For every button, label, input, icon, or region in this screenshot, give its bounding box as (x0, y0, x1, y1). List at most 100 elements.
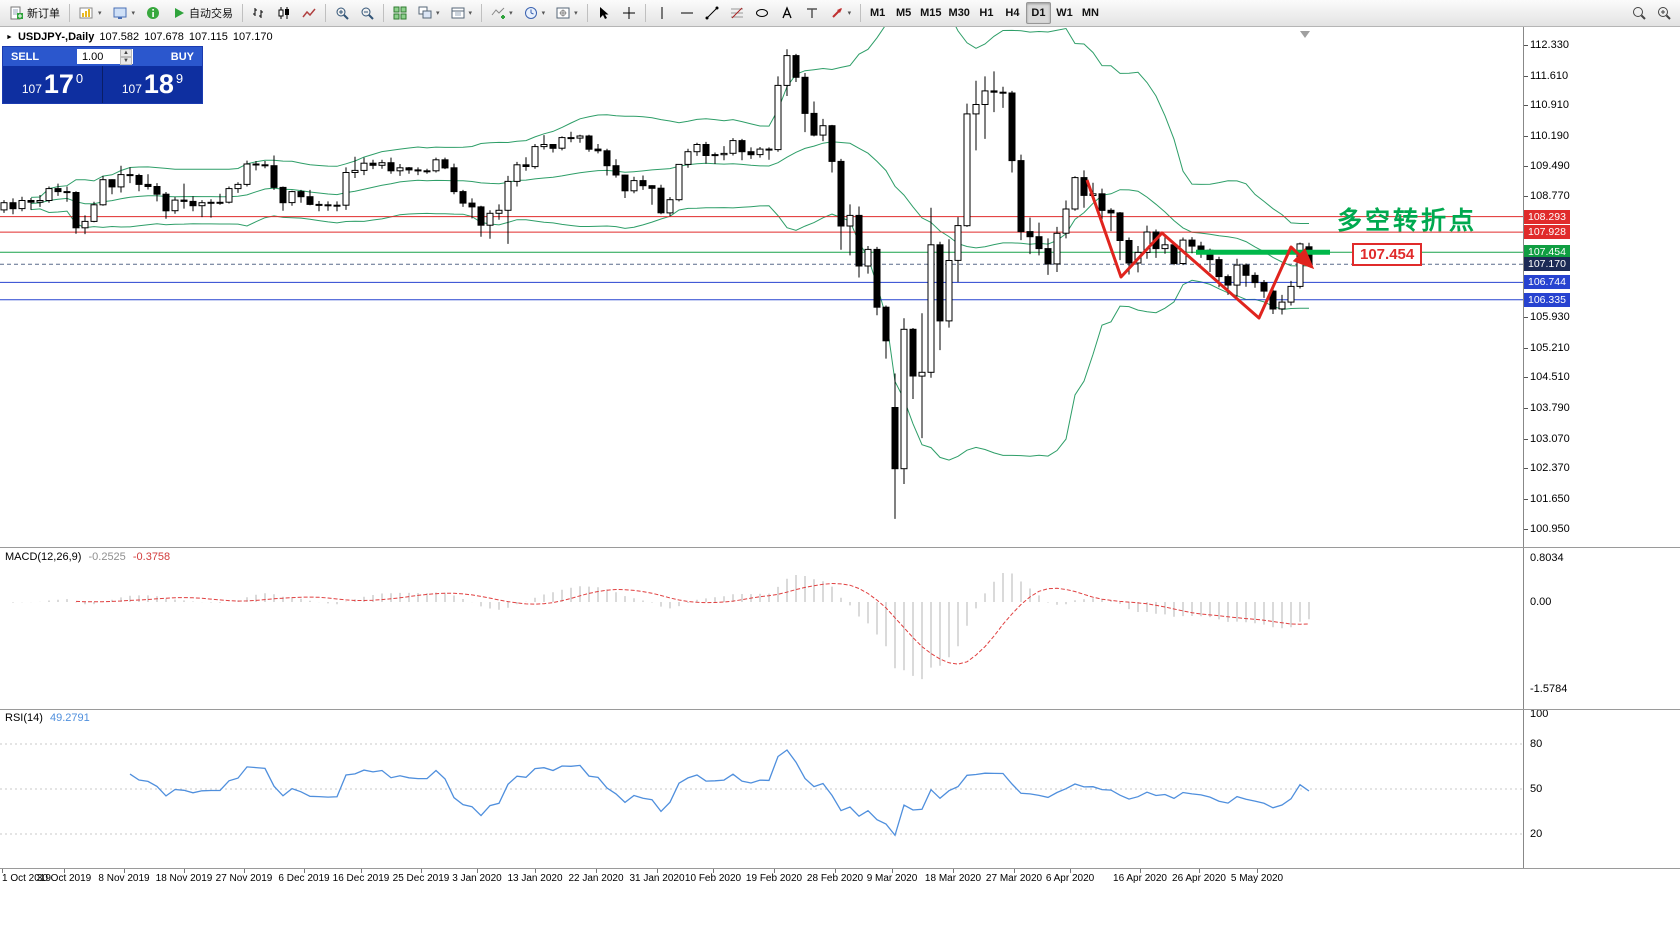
rsi-indicator-panel[interactable]: RSI(14) 49.2791 (0, 710, 1523, 868)
price-level-label-box[interactable]: 107.454 (1352, 243, 1423, 266)
sell-price-small: 107 (21, 82, 42, 96)
sell-label: SELL (11, 50, 40, 63)
volume-down-button[interactable]: ▼ (119, 56, 132, 65)
price-scale-label: 100.950 (1524, 523, 1570, 535)
periods-button[interactable]: ▾ (519, 2, 551, 24)
price-chart-canvas[interactable] (0, 27, 1523, 547)
timeframe-h1-button[interactable]: H1 (974, 2, 999, 24)
price-scale[interactable]: 112.330 111.610 110.910 110.190 109.490 108.7… (1523, 27, 1680, 869)
fibonacci-button[interactable] (725, 2, 749, 24)
timeframe-m30-button[interactable]: M30 (946, 2, 973, 24)
macd-scale-label: 0.00 (1530, 596, 1552, 608)
timeframe-d1-button[interactable]: D1 (1025, 2, 1051, 24)
timeframe-w1-button-label: W1 (1056, 7, 1073, 19)
time-axis-label: 9 Mar 2020 (866, 873, 918, 884)
cursor-icon (597, 6, 611, 20)
price-scale-label: 102.370 (1524, 462, 1570, 474)
macd-canvas[interactable] (0, 548, 1523, 709)
dropdown-arrow-icon: ▾ (541, 10, 546, 17)
vertical-line-button[interactable] (650, 2, 674, 24)
zoom-in-button[interactable] (330, 2, 354, 24)
candlestick-icon (277, 6, 291, 20)
volume-value: 1.00 (81, 50, 104, 63)
sell-button[interactable]: 107 17 0 (3, 66, 102, 103)
price-scale-label: 110.190 (1524, 130, 1569, 142)
time-axis-label: 27 Nov 2019 (215, 873, 273, 884)
zoom-out-button[interactable] (355, 2, 379, 24)
text-button[interactable] (775, 2, 799, 24)
sell-price-sup: 0 (75, 70, 84, 86)
time-axis-label: 18 Mar 2020 (924, 873, 982, 884)
crosshair-button[interactable] (617, 2, 641, 24)
volume-input[interactable]: 1.00 ▲ ▼ (76, 48, 133, 65)
timeframe-h1-button-label: H1 (979, 7, 994, 19)
rsi-scale-label: 50 (1530, 783, 1543, 795)
timeframe-m30-button-label: M30 (948, 7, 970, 19)
price-scale-label: 109.490 (1524, 160, 1570, 172)
trendline-icon (705, 6, 719, 20)
autotrading-button[interactable]: 自动交易 (167, 2, 238, 24)
dropdown-arrow-icon: ▾ (98, 10, 102, 17)
time-axis-label: 10 Feb 2020 (684, 873, 742, 884)
zoom-out-icon (360, 6, 374, 20)
chart-shift-button[interactable]: ▾ (446, 2, 478, 24)
price-scale-label: 101.650 (1524, 493, 1570, 505)
new-chart-button[interactable]: ▾ (74, 2, 107, 24)
add-indicator-button[interactable]: ▾ (486, 2, 518, 24)
tile-windows-button[interactable] (388, 2, 412, 24)
shapes-icon (755, 6, 769, 20)
arrows-button[interactable]: ▾ (825, 2, 857, 24)
timeframe-w1-button[interactable]: W1 (1052, 2, 1077, 24)
trade-panel-divider (102, 66, 103, 103)
bar-chart-button[interactable] (247, 2, 271, 24)
ohlc-open-value: 107.582 (99, 31, 140, 43)
time-axis[interactable]: 1 Oct 2019 30 Oct 2019 8 Nov 2019 18 Nov 20… (0, 869, 1680, 951)
shapes-button[interactable] (750, 2, 774, 24)
trendline-button[interactable] (700, 2, 724, 24)
time-axis-label: 13 Jan 2020 (507, 873, 563, 884)
horizontal-line-button[interactable] (675, 2, 699, 24)
magnifier-plus-icon (1657, 6, 1671, 20)
text-label-button[interactable] (800, 2, 824, 24)
time-axis-label: 18 Nov 2019 (155, 873, 213, 884)
templates-button[interactable]: ▾ (551, 2, 583, 24)
timeframe-mn-button[interactable]: MN (1078, 2, 1103, 24)
search-button[interactable] (1652, 2, 1676, 24)
chart-expand-icon[interactable]: ► (6, 33, 13, 41)
search-symbol-button[interactable] (1627, 2, 1651, 24)
timeframe-m15-button-label: M15 (920, 7, 942, 19)
panel-separator[interactable] (0, 547, 1680, 548)
trade-panel-header: SELL 1.00 ▲ ▼ BUY (3, 47, 202, 66)
time-axis-label: 27 Mar 2020 (985, 873, 1043, 884)
rsi-scale-label: 100 (1530, 708, 1549, 720)
panel-separator[interactable] (0, 709, 1680, 710)
new-order-button[interactable]: 新订单 (4, 2, 65, 24)
rsi-canvas[interactable] (0, 710, 1523, 868)
cursor-button[interactable] (592, 2, 616, 24)
timeframe-m1-button[interactable]: M1 (865, 2, 890, 24)
arrow-stamp-icon (830, 6, 844, 20)
time-axis-tick (1140, 869, 1141, 873)
data-window-button[interactable] (141, 2, 166, 24)
time-axis-label: 25 Dec 2019 (392, 873, 450, 884)
line-chart-button[interactable] (297, 2, 321, 24)
timeframe-mn-button-label: MN (1081, 7, 1099, 19)
time-axis-tick (953, 869, 954, 873)
timeframe-m15-button[interactable]: M15 (917, 2, 944, 24)
profiles-button[interactable]: ▾ (108, 2, 141, 24)
price-chart-panel[interactable]: ► USDJPY-,Daily 107.582 107.678 107.115 … (0, 27, 1523, 547)
price-level-badge: 107.454 (1524, 245, 1570, 259)
timeframe-h4-button[interactable]: H4 (1000, 2, 1025, 24)
line-chart-icon (302, 6, 316, 20)
timeframe-m5-button[interactable]: M5 (891, 2, 916, 24)
buy-button[interactable]: 107 18 9 (103, 66, 202, 103)
rsi-label: RSI(14) 49.2791 (5, 712, 94, 724)
toolbar-separator (242, 4, 244, 22)
volume-up-button[interactable]: ▲ (119, 48, 132, 57)
macd-indicator-panel[interactable]: MACD(12,26,9) -0.2525 -0.3758 (0, 548, 1523, 709)
candlestick-chart-button[interactable] (272, 2, 296, 24)
toolbar-separator (586, 4, 588, 22)
auto-arrange-button[interactable]: ▾ (413, 2, 445, 24)
time-axis-label: 3 Jan 2020 (452, 873, 502, 884)
